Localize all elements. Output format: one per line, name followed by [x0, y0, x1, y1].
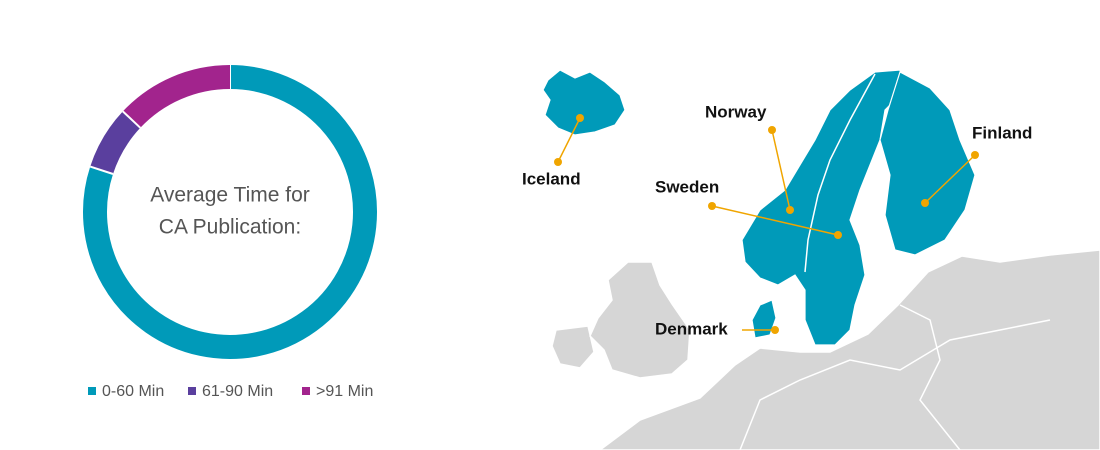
marker — [786, 206, 794, 214]
country-label: Norway — [705, 102, 767, 121]
iceland-shape — [542, 69, 626, 136]
legend-label: 0-60 Min — [102, 383, 164, 400]
legend-swatch — [302, 387, 310, 395]
segment-divider — [89, 165, 114, 175]
leader — [557, 117, 581, 163]
legend-swatch — [188, 387, 196, 395]
donut — [83, 65, 377, 359]
country-label: Finland — [972, 123, 1032, 142]
leader — [771, 129, 791, 211]
legend-label: >91 Min — [316, 383, 373, 400]
leader — [711, 205, 839, 236]
segment-divider — [122, 110, 142, 129]
marker — [554, 158, 562, 166]
donut-segment — [122, 65, 231, 129]
britain — [589, 261, 691, 379]
marker — [921, 199, 929, 207]
country-label: Sweden — [655, 177, 719, 196]
legend: 0-60 Min 61-90 Min >91 Min — [88, 383, 373, 400]
marker — [834, 231, 842, 239]
country-label: Iceland — [522, 169, 581, 188]
marker — [971, 151, 979, 159]
donut-segment — [83, 65, 377, 359]
marker — [708, 202, 716, 210]
finland-shape — [879, 71, 976, 256]
border — [804, 73, 876, 273]
map: Iceland Norway Sweden Finland Denmark — [522, 69, 1100, 450]
legend-label: 61-90 Min — [202, 383, 273, 400]
donut-segment — [90, 111, 141, 175]
border — [899, 304, 961, 450]
leader — [924, 154, 976, 204]
center-label: CA Publication: — [159, 216, 301, 239]
country-label: Denmark — [655, 319, 728, 338]
denmark-shape — [751, 299, 777, 339]
center-label: Average Time for — [150, 184, 310, 207]
border — [739, 319, 1051, 450]
continent — [598, 249, 1100, 450]
ireland — [551, 325, 595, 369]
legend-swatch — [88, 387, 96, 395]
marker — [768, 126, 776, 134]
marker — [771, 326, 779, 334]
norway-sweden-shape — [741, 69, 906, 346]
marker — [576, 114, 584, 122]
